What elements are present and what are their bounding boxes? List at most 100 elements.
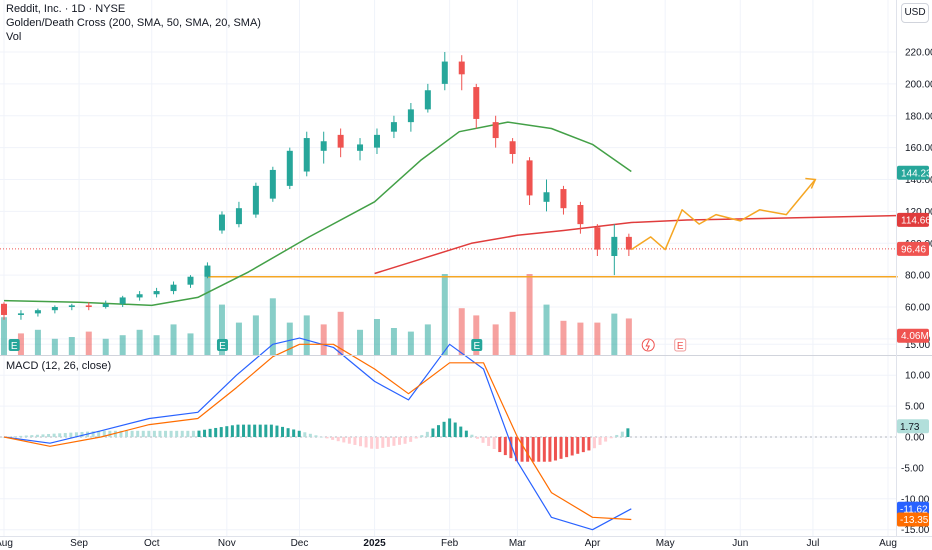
macd-axis[interactable]: 15.0010.005.000.00-5.00-10.00-15.00-20.0… bbox=[901, 340, 930, 550]
earnings-marker bbox=[216, 339, 228, 351]
macd-histogram-bar bbox=[514, 437, 518, 462]
macd-histogram-bar bbox=[69, 432, 73, 437]
volume-bar bbox=[187, 333, 194, 355]
volume-bar bbox=[509, 311, 516, 355]
volume-bars bbox=[1, 269, 632, 355]
projection-arrowhead bbox=[805, 177, 817, 189]
macd-histogram-bar bbox=[236, 424, 240, 437]
bolt-icon bbox=[645, 339, 651, 351]
macd-histogram-bar bbox=[325, 437, 329, 439]
sma-line bbox=[374, 214, 906, 275]
time-tick-label: Jul bbox=[807, 538, 820, 549]
macd-histogram-bar bbox=[41, 434, 45, 437]
candle-body bbox=[204, 265, 211, 277]
candle-body bbox=[509, 141, 516, 154]
macd-histogram-bar bbox=[258, 424, 262, 437]
price-tag-label: 4.06M bbox=[901, 331, 929, 342]
time-tick-label: Apr bbox=[585, 538, 601, 549]
price-tag-label: 144.23 bbox=[901, 168, 932, 179]
volume-legend[interactable]: Vol bbox=[6, 31, 22, 43]
earnings-marker bbox=[8, 339, 20, 351]
sma-line bbox=[3, 121, 632, 307]
candle-body bbox=[560, 189, 567, 209]
macd-histogram-bar bbox=[442, 421, 446, 437]
volume-bar bbox=[17, 333, 24, 355]
macd-histogram-bar bbox=[13, 436, 17, 437]
candle-body bbox=[492, 122, 499, 139]
currency-button[interactable]: USD bbox=[901, 3, 929, 23]
indicator-legend[interactable]: Golden/Death Cross (200, SMA, 50, SMA, 2… bbox=[6, 17, 261, 29]
macd-histogram-bar bbox=[52, 433, 56, 437]
macd-histogram-bar bbox=[425, 431, 429, 437]
candlesticks[interactable] bbox=[1, 52, 632, 320]
macd-value-label: -11.62 bbox=[900, 504, 928, 515]
volume-bar bbox=[136, 329, 143, 355]
candle-body bbox=[17, 313, 24, 315]
price-axis[interactable]: 220.00200.00180.00160.00140.00120.00100.… bbox=[905, 48, 932, 346]
volume-bar bbox=[424, 324, 431, 355]
volume-bar bbox=[611, 313, 618, 355]
candle-body bbox=[625, 236, 632, 250]
macd-legend[interactable]: MACD (12, 26, close) bbox=[6, 360, 112, 372]
macd-histogram-bar bbox=[397, 437, 401, 445]
macd-histogram-bar bbox=[80, 431, 84, 437]
candle-body bbox=[252, 185, 259, 215]
macd-histogram-bar bbox=[626, 428, 630, 437]
candle-body bbox=[303, 138, 310, 172]
candle-body bbox=[218, 214, 225, 231]
volume-bar bbox=[577, 322, 584, 355]
volume-bar bbox=[526, 274, 533, 355]
macd-histogram-bar bbox=[303, 432, 307, 437]
macd-histogram-bar bbox=[526, 437, 530, 462]
macd-histogram-bar bbox=[559, 437, 563, 459]
time-tick-label: Mar bbox=[509, 538, 527, 549]
macd-histogram-bar bbox=[320, 436, 324, 438]
macd-histogram-bar bbox=[30, 435, 34, 437]
macd-histogram-bar bbox=[581, 437, 585, 453]
macd-histogram-bar bbox=[297, 430, 301, 437]
candle-body bbox=[170, 284, 177, 292]
macd-histogram-bar bbox=[180, 430, 184, 437]
volume-bar bbox=[543, 304, 550, 355]
macd-histogram-bar bbox=[592, 437, 596, 449]
price-tick-label: 200.00 bbox=[905, 79, 932, 90]
candle-body bbox=[390, 122, 397, 132]
macd-histogram-bar bbox=[353, 437, 357, 445]
macd-histogram-bar bbox=[253, 424, 257, 437]
price-tick-label: 80.00 bbox=[905, 271, 930, 282]
earnings-marker-label: E bbox=[219, 341, 226, 352]
candle-body bbox=[611, 236, 618, 256]
time-tick-label: Jun bbox=[732, 538, 748, 549]
symbol-title[interactable]: Reddit, Inc. · 1D · NYSE bbox=[6, 3, 126, 15]
macd-histogram-bar bbox=[203, 429, 207, 437]
volume-bar bbox=[441, 274, 448, 355]
candle-body bbox=[51, 307, 58, 311]
signal-line bbox=[3, 343, 632, 521]
macd-histogram-bar bbox=[503, 437, 507, 456]
macd-histogram-bar bbox=[475, 437, 479, 439]
grid-lines bbox=[0, 0, 896, 536]
macd-histogram-bar bbox=[141, 430, 145, 437]
dividend-marker bbox=[641, 338, 655, 352]
candle-body bbox=[34, 310, 41, 314]
macd-histogram-bar bbox=[230, 425, 234, 437]
macd-histogram-bar bbox=[459, 426, 463, 437]
candle-body bbox=[187, 276, 194, 285]
macd-histogram-bar bbox=[414, 437, 418, 439]
time-tick-label: Sep bbox=[70, 538, 88, 549]
macd-histogram-bar bbox=[264, 424, 268, 437]
macd-value-tag bbox=[897, 419, 929, 434]
macd-histogram-bar bbox=[186, 430, 190, 437]
macd-histogram-bar bbox=[35, 434, 39, 437]
macd-histogram-bar bbox=[113, 430, 117, 437]
macd-histogram-bar bbox=[436, 425, 440, 437]
macd-histogram-bar bbox=[453, 422, 457, 437]
volume-bar bbox=[153, 335, 160, 355]
volume-bar bbox=[337, 311, 344, 355]
macd-histogram-bar bbox=[615, 434, 619, 437]
time-axis[interactable]: Aug Sep Oct Nov Dec 2025 Feb Mar Apr May Jun Jul Aug bbox=[0, 536, 932, 550]
price-tag bbox=[897, 212, 929, 227]
price-tag bbox=[897, 241, 929, 256]
